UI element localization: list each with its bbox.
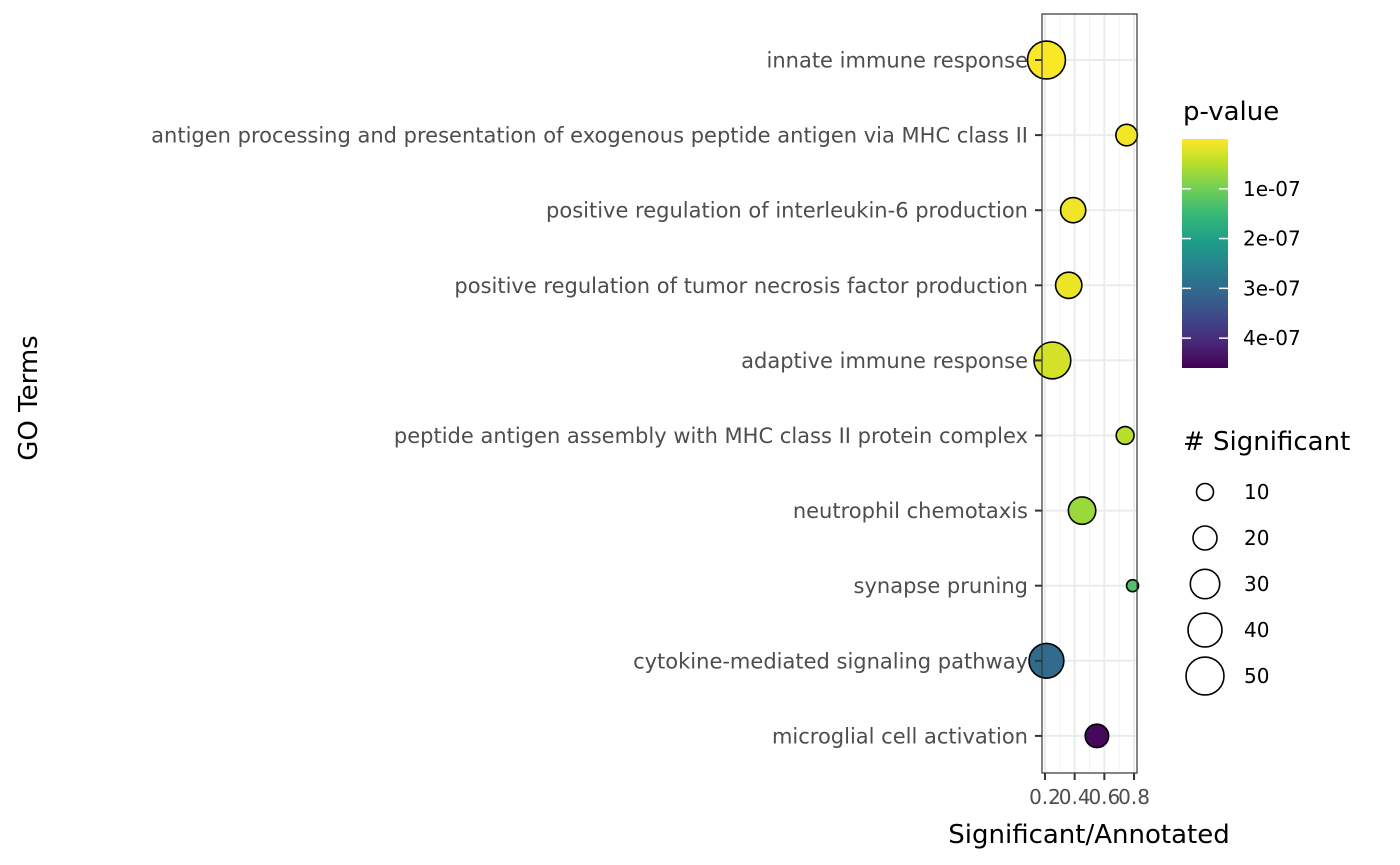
size-key-label: 30: [1244, 572, 1269, 596]
significant-count-legend: # Significant 10 20 30 40 50: [1183, 427, 1350, 696]
data-point: [1125, 578, 1140, 593]
data-point: [1084, 723, 1110, 749]
size-key-label: 50: [1244, 664, 1269, 688]
colorbar-label: 3e-07: [1243, 276, 1301, 300]
y-axis-title: GO Terms: [14, 335, 44, 460]
x-axis: 0.20.40.60.8: [1029, 773, 1150, 809]
colorbar-label: 4e-07: [1243, 326, 1301, 350]
y-tick-label: positive regulation of tumor necrosis fa…: [454, 274, 1028, 298]
x-tick-label: 0.2: [1029, 785, 1061, 809]
size-key-circle: [1185, 656, 1225, 696]
y-axis: innate immune response antigen processing…: [151, 49, 1042, 748]
plot-panel-border: [1041, 13, 1138, 774]
data-point: [1067, 496, 1097, 526]
size-key-label: 10: [1244, 480, 1269, 504]
y-tick-label: microglial cell activation: [772, 724, 1028, 748]
y-tick-label: innate immune response: [767, 49, 1029, 73]
size-key-label: 20: [1244, 526, 1269, 550]
y-tick-label: positive regulation of interleukin-6 pro…: [546, 199, 1028, 223]
p-value-colorbar: [1182, 139, 1228, 368]
colorbar-label: 1e-07: [1243, 177, 1301, 201]
x-axis-title: Significant/Annotated: [948, 820, 1229, 850]
size-key-label: 40: [1244, 618, 1269, 642]
data-point: [1028, 642, 1065, 679]
significant-legend-title: # Significant: [1183, 427, 1350, 457]
data-point: [1054, 271, 1083, 300]
size-key-circle: [1195, 482, 1215, 502]
data-point: [1115, 425, 1135, 446]
y-tick-label: cytokine-mediated signaling pathway: [633, 649, 1028, 673]
y-tick-label: synapse pruning: [854, 574, 1028, 598]
y-tick-label: antigen processing and presentation of e…: [151, 124, 1028, 148]
y-tick-label: adaptive immune response: [741, 349, 1028, 373]
data-point: [1026, 40, 1067, 80]
x-tick-label: 0.6: [1088, 785, 1120, 809]
data-points: [1026, 40, 1140, 749]
size-key-circle: [1187, 612, 1223, 648]
data-point: [1115, 123, 1139, 147]
p-value-legend: p-value 1e-07 2e-07 3e-07 4e-07: [1182, 97, 1301, 368]
p-value-legend-title: p-value: [1183, 97, 1279, 127]
x-tick-label: 0.4: [1059, 785, 1091, 809]
data-point: [1059, 196, 1087, 224]
y-tick-label: neutrophil chemotaxis: [793, 499, 1028, 523]
colorbar-label: 2e-07: [1243, 227, 1301, 251]
data-point: [1033, 341, 1072, 380]
size-key-circle: [1192, 525, 1218, 551]
y-tick-label: peptide antigen assembly with MHC class …: [394, 424, 1028, 448]
x-tick-label: 0.8: [1118, 785, 1150, 809]
size-key-circle: [1189, 568, 1221, 600]
